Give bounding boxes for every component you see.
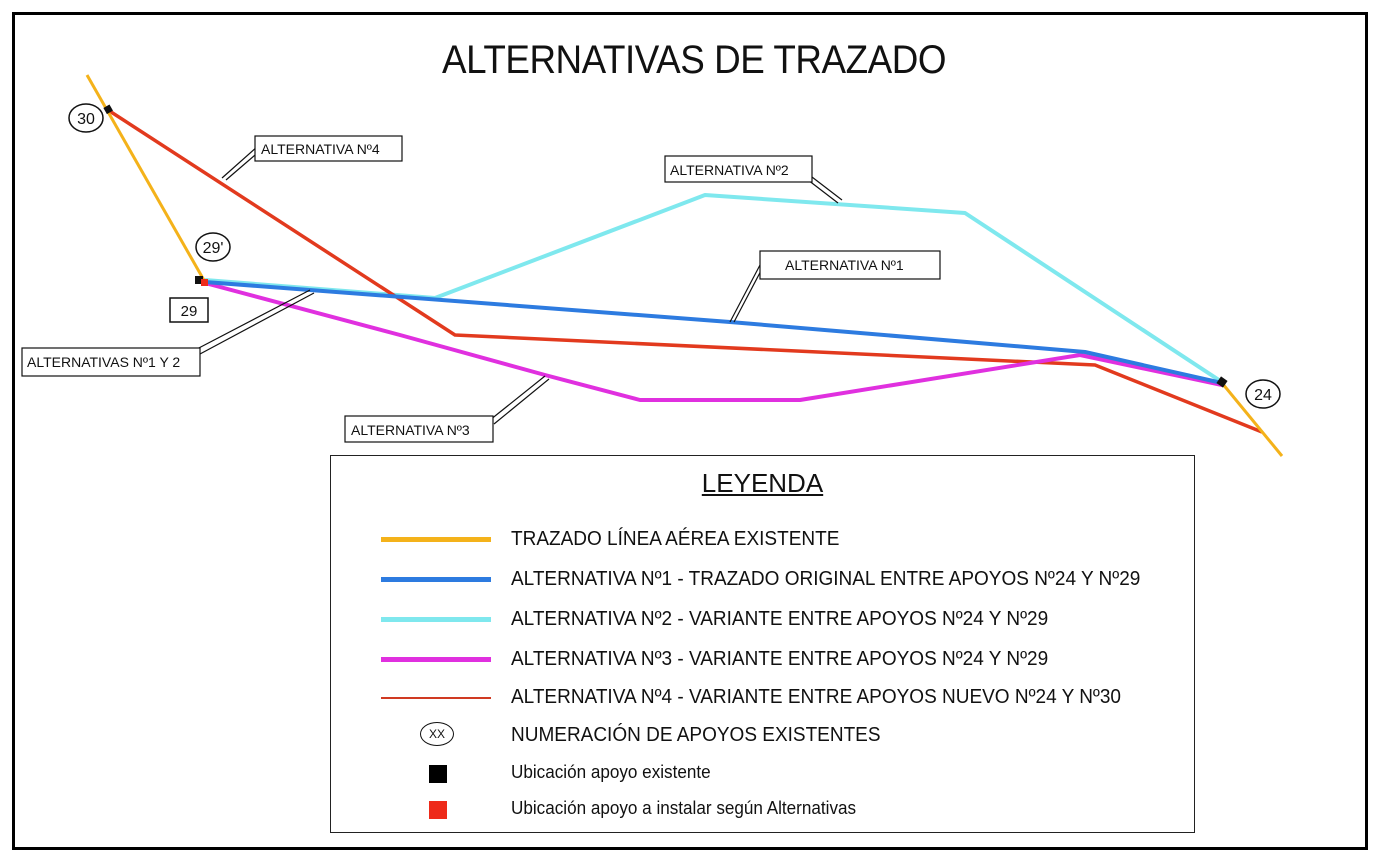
callout-text-alt4: ALTERNATIVA Nº4 xyxy=(261,141,380,157)
legend-label: ALTERNATIVA Nº2 - VARIANTE ENTRE APOYOS … xyxy=(511,608,1049,630)
support-marker-29 xyxy=(195,276,203,284)
callout-leader-alt12-b xyxy=(199,292,315,355)
legend-item-support-numbering: XX NUMERACIÓN DE APOYOS EXISTENTES xyxy=(331,720,1194,752)
support-circle-24 xyxy=(1245,379,1281,409)
legend: LEYENDA TRAZADO LÍNEA AÉREA EXISTENTE AL… xyxy=(330,455,1195,833)
legend-swatch-new-support xyxy=(429,801,447,819)
support-box-29 xyxy=(169,297,209,323)
callout-box-alt2 xyxy=(664,155,813,183)
legend-swatch-existing-line xyxy=(381,537,491,542)
legend-swatch-alt3 xyxy=(381,657,491,662)
legend-label: ALTERNATIVA Nº3 - VARIANTE ENTRE APOYOS … xyxy=(511,648,1049,670)
alternativa-2-route xyxy=(204,193,1224,384)
legend-item-existing-support: Ubicación apoyo existente xyxy=(331,758,1194,790)
callout-leader-alt1-b xyxy=(733,264,765,323)
callout-box-alt3 xyxy=(344,415,494,443)
callout-text-alt2: ALTERNATIVA Nº2 xyxy=(670,162,789,178)
callout-text-alt12: ALTERNATIVAS Nº1 Y 2 xyxy=(27,354,180,370)
support-label-29p: 29' xyxy=(203,240,224,257)
callout-text-alt1: ALTERNATIVA Nº1 xyxy=(785,257,904,273)
callout-leader-alt2-b xyxy=(811,176,843,201)
existing-line-segment-south xyxy=(1220,382,1284,457)
page-title: ALTERNATIVAS DE TRAZADO xyxy=(441,38,947,82)
existing-line-segment-north xyxy=(85,74,207,283)
legend-label: NUMERACIÓN DE APOYOS EXISTENTES xyxy=(511,724,881,746)
legend-swatch-alt1 xyxy=(381,577,491,582)
legend-label: ALTERNATIVA Nº1 - TRAZADO ORIGINAL ENTRE… xyxy=(511,568,1141,590)
callout-leader-alt1 xyxy=(729,264,761,323)
legend-swatch-alt2 xyxy=(381,617,491,622)
support-label-29: 29 xyxy=(181,303,198,320)
legend-swatch-alt4 xyxy=(381,697,491,699)
legend-item-new-support: Ubicación apoyo a instalar según Alterna… xyxy=(331,794,1194,826)
legend-label: TRAZADO LÍNEA AÉREA EXISTENTE xyxy=(511,528,840,550)
legend-item-alt2: ALTERNATIVA Nº2 - VARIANTE ENTRE APOYOS … xyxy=(331,604,1194,636)
callout-leader-alt12 xyxy=(194,289,311,351)
legend-label: ALTERNATIVA Nº4 - VARIANTE ENTRE APOYOS … xyxy=(511,686,1122,708)
legend-item-alt4: ALTERNATIVA Nº4 - VARIANTE ENTRE APOYOS … xyxy=(331,682,1194,714)
alternativa-4-route xyxy=(107,108,1263,434)
callout-text-alt3: ALTERNATIVA Nº3 xyxy=(351,422,470,438)
support-number-symbol: XX xyxy=(420,722,454,746)
legend-swatch-existing-support xyxy=(429,765,447,783)
callout-box-alt12 xyxy=(21,347,201,377)
support-marker-24 xyxy=(1216,376,1228,388)
callout-leader-alt4 xyxy=(221,145,259,179)
legend-item-alt1: ALTERNATIVA Nº1 - TRAZADO ORIGINAL ENTRE… xyxy=(331,564,1194,596)
alternativa-3-route xyxy=(204,281,1223,402)
callout-leader-alt3 xyxy=(489,375,546,421)
callout-leader-alt2 xyxy=(807,179,839,204)
support-label-30: 30 xyxy=(77,111,95,128)
callout-leader-alt3-b xyxy=(493,378,550,425)
support-marker-30 xyxy=(103,104,113,115)
callout-box-alt4 xyxy=(254,135,403,162)
support-label-24: 24 xyxy=(1254,387,1272,404)
legend-item-alt3: ALTERNATIVA Nº3 - VARIANTE ENTRE APOYOS … xyxy=(331,644,1194,676)
support-circle-29p xyxy=(195,232,231,262)
alternativa-1-route xyxy=(204,280,1223,385)
legend-item-existing-line: TRAZADO LÍNEA AÉREA EXISTENTE xyxy=(331,524,1194,556)
legend-label: Ubicación apoyo existente xyxy=(511,762,711,782)
support-circle-30 xyxy=(68,103,104,133)
legend-title: LEYENDA xyxy=(701,468,824,498)
support-marker-29-new xyxy=(201,279,208,286)
callout-box-alt1 xyxy=(759,250,941,280)
legend-label: Ubicación apoyo a instalar según Alterna… xyxy=(511,798,857,818)
